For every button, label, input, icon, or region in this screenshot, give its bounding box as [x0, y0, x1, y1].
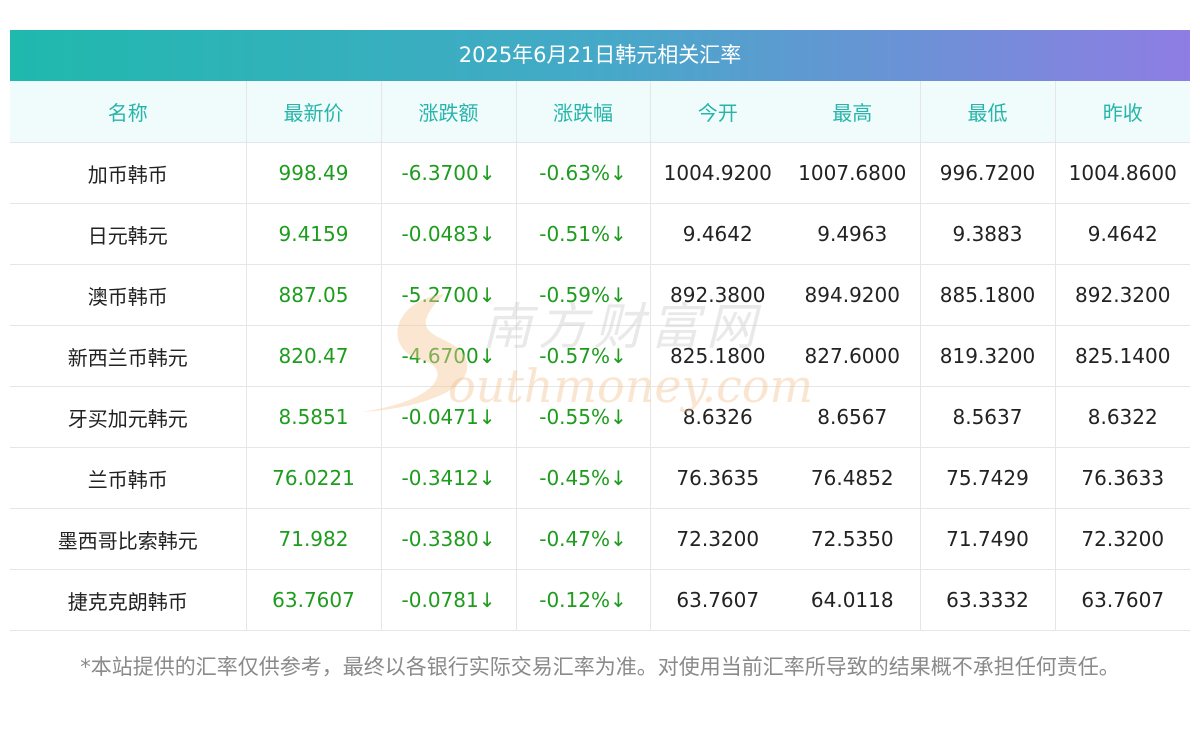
change-amount: -0.3412↓ — [381, 447, 517, 509]
open-price: 72.3200 — [650, 508, 785, 570]
open-price: 76.3635 — [650, 447, 785, 509]
change-percent: -0.63%↓ — [516, 142, 651, 204]
open-price: 9.4642 — [650, 203, 785, 265]
table-row: 新西兰币韩元 820.47 -4.6700↓ -0.57%↓ 825.1800 … — [10, 325, 1190, 387]
change-amount: -4.6700↓ — [381, 325, 517, 387]
open-price: 8.6326 — [650, 386, 785, 448]
prev-close: 1004.8600 — [1055, 142, 1190, 204]
col-header-latest: 最新价 — [246, 81, 382, 143]
low-price: 9.3883 — [920, 203, 1056, 265]
change-percent: -0.55%↓ — [516, 386, 651, 448]
latest-price: 63.7607 — [246, 569, 382, 631]
col-header-open: 今开 — [650, 81, 785, 143]
high-price: 1007.6800 — [785, 142, 921, 204]
change-percent: -0.51%↓ — [516, 203, 651, 265]
change-percent: -0.45%↓ — [516, 447, 651, 509]
low-price: 8.5637 — [920, 386, 1056, 448]
latest-price: 887.05 — [246, 264, 382, 326]
prev-close: 825.1400 — [1055, 325, 1190, 387]
latest-price: 820.47 — [246, 325, 382, 387]
prev-close: 76.3633 — [1055, 447, 1190, 509]
rates-table: 名称 最新价 涨跌额 涨跌幅 今开 最高 最低 昨收 加币韩币 998.49 -… — [10, 81, 1190, 631]
currency-pair-name: 墨西哥比索韩元 — [10, 508, 247, 570]
disclaimer-note: *本站提供的汇率仅供参考，最终以各银行实际交易汇率为准。对使用当前汇率所导致的结… — [80, 655, 1120, 679]
high-price: 64.0118 — [785, 569, 921, 631]
col-header-change: 涨跌额 — [381, 81, 517, 143]
open-price: 63.7607 — [650, 569, 785, 631]
high-price: 72.5350 — [785, 508, 921, 570]
rates-panel: 2025年6月21日韩元相关汇率 名称 最新价 涨跌额 涨跌幅 今开 最高 最低… — [10, 30, 1190, 631]
col-header-high: 最高 — [785, 81, 921, 143]
open-price: 1004.9200 — [650, 142, 785, 204]
open-price: 825.1800 — [650, 325, 785, 387]
table-row: 兰币韩币 76.0221 -0.3412↓ -0.45%↓ 76.3635 76… — [10, 447, 1190, 509]
change-amount: -0.3380↓ — [381, 508, 517, 570]
currency-pair-name: 牙买加元韩元 — [10, 386, 247, 448]
table-row: 加币韩币 998.49 -6.3700↓ -0.63%↓ 1004.9200 1… — [10, 142, 1190, 204]
prev-close: 63.7607 — [1055, 569, 1190, 631]
low-price: 819.3200 — [920, 325, 1056, 387]
table-title: 2025年6月21日韩元相关汇率 — [10, 30, 1190, 81]
col-header-pct: 涨跌幅 — [516, 81, 651, 143]
change-amount: -0.0483↓ — [381, 203, 517, 265]
prev-close: 892.3200 — [1055, 264, 1190, 326]
high-price: 76.4852 — [785, 447, 921, 509]
currency-pair-name: 澳币韩币 — [10, 264, 247, 326]
table-row: 澳币韩币 887.05 -5.2700↓ -0.59%↓ 892.3800 89… — [10, 264, 1190, 326]
high-price: 827.6000 — [785, 325, 921, 387]
low-price: 75.7429 — [920, 447, 1056, 509]
low-price: 996.7200 — [920, 142, 1056, 204]
change-percent: -0.57%↓ — [516, 325, 651, 387]
prev-close: 9.4642 — [1055, 203, 1190, 265]
currency-pair-name: 日元韩元 — [10, 203, 247, 265]
col-header-prev: 昨收 — [1055, 81, 1190, 143]
change-amount: -0.0471↓ — [381, 386, 517, 448]
high-price: 8.6567 — [785, 386, 921, 448]
low-price: 885.1800 — [920, 264, 1056, 326]
table-row: 捷克克朗韩币 63.7607 -0.0781↓ -0.12%↓ 63.7607 … — [10, 569, 1190, 631]
table-row: 牙买加元韩元 8.5851 -0.0471↓ -0.55%↓ 8.6326 8.… — [10, 386, 1190, 448]
change-percent: -0.47%↓ — [516, 508, 651, 570]
header-row: 名称 最新价 涨跌额 涨跌幅 今开 最高 最低 昨收 — [10, 81, 1190, 143]
low-price: 71.7490 — [920, 508, 1056, 570]
col-header-low: 最低 — [920, 81, 1056, 143]
col-header-name: 名称 — [10, 81, 247, 143]
change-amount: -5.2700↓ — [381, 264, 517, 326]
latest-price: 9.4159 — [246, 203, 382, 265]
high-price: 9.4963 — [785, 203, 921, 265]
latest-price: 998.49 — [246, 142, 382, 204]
change-amount: -0.0781↓ — [381, 569, 517, 631]
currency-pair-name: 捷克克朗韩币 — [10, 569, 247, 631]
latest-price: 76.0221 — [246, 447, 382, 509]
table-row: 日元韩元 9.4159 -0.0483↓ -0.51%↓ 9.4642 9.49… — [10, 203, 1190, 265]
change-amount: -6.3700↓ — [381, 142, 517, 204]
open-price: 892.3800 — [650, 264, 785, 326]
change-percent: -0.59%↓ — [516, 264, 651, 326]
currency-pair-name: 加币韩币 — [10, 142, 247, 204]
table-row: 墨西哥比索韩元 71.982 -0.3380↓ -0.47%↓ 72.3200 … — [10, 508, 1190, 570]
currency-pair-name: 兰币韩币 — [10, 447, 247, 509]
latest-price: 8.5851 — [246, 386, 382, 448]
currency-pair-name: 新西兰币韩元 — [10, 325, 247, 387]
prev-close: 72.3200 — [1055, 508, 1190, 570]
low-price: 63.3332 — [920, 569, 1056, 631]
change-percent: -0.12%↓ — [516, 569, 651, 631]
latest-price: 71.982 — [246, 508, 382, 570]
prev-close: 8.6322 — [1055, 386, 1190, 448]
high-price: 894.9200 — [785, 264, 921, 326]
